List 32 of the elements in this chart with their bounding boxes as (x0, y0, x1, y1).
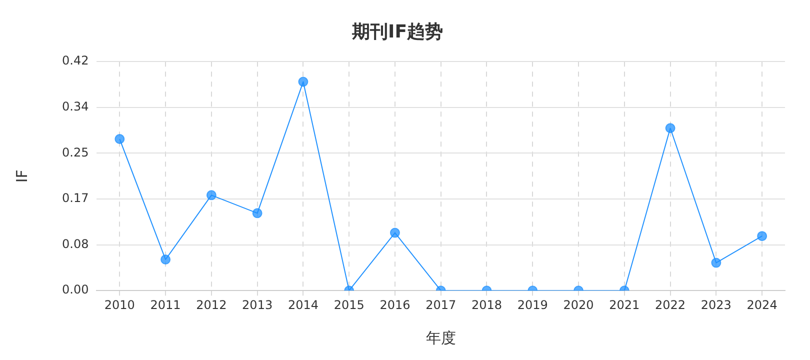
x-tick-label: 2014 (288, 298, 318, 312)
point (252, 208, 262, 218)
x-tick-label: 2020 (563, 298, 594, 312)
y-tick-label: 0.00 (62, 282, 89, 297)
x-tick-label: 2016 (380, 298, 410, 312)
point (757, 231, 768, 242)
point (298, 76, 308, 87)
y-tick-label: 0.34 (62, 100, 89, 114)
y-axis-title: IF (12, 170, 31, 183)
x-tick-label: 2010 (104, 298, 135, 312)
point (114, 134, 125, 144)
y-tick-label: 0.42 (62, 54, 89, 68)
x-axis-title: 年度 (426, 328, 456, 347)
y-tick-label: 0.08 (62, 236, 89, 251)
x-tick-label: 2024 (746, 298, 778, 312)
y-tick-label: 0.25 (62, 145, 89, 160)
y-tick-label: 0.17 (62, 191, 89, 206)
x-tick-label: 2012 (196, 298, 227, 312)
x-tick-label: 2019 (517, 298, 548, 312)
point (206, 190, 216, 200)
point (711, 258, 722, 268)
x-tick-label: 2011 (150, 298, 181, 312)
x-tick-label: 2022 (655, 298, 686, 312)
x-tick-label: 2018 (471, 298, 502, 312)
x-tick-label: 2015 (334, 298, 364, 312)
x-tick-label: 2023 (700, 298, 732, 312)
x-tick-label: 2013 (242, 298, 273, 312)
chart-title: 期刊IF趋势 (351, 21, 443, 42)
point (390, 228, 400, 238)
point (665, 123, 676, 134)
x-tick-label: 2017 (426, 298, 456, 312)
x-tick-label: 2021 (609, 298, 640, 312)
